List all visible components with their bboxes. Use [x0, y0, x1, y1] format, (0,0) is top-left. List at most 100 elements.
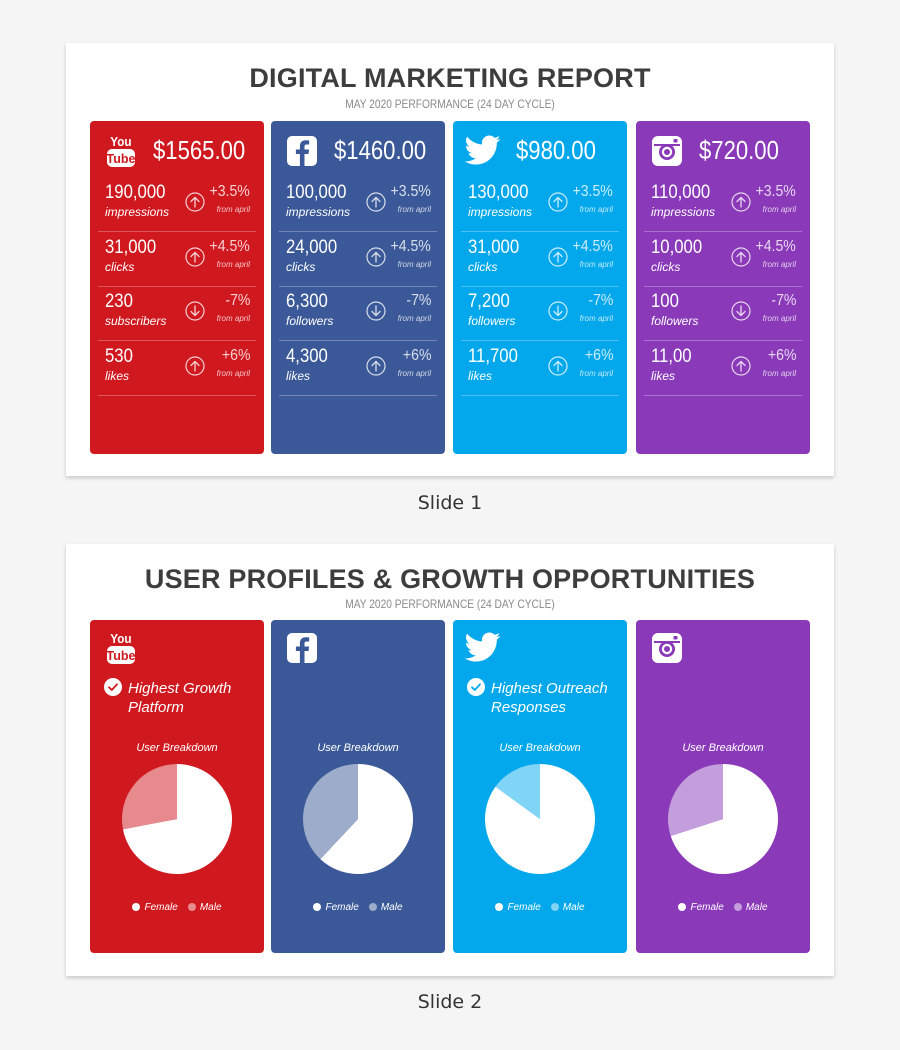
- youtube-logo: You Tube: [104, 630, 138, 666]
- arrow-up-icon: [366, 355, 386, 376]
- metric-label: clicks: [651, 259, 681, 274]
- legend-swatch-male: [550, 903, 559, 911]
- metric-change-note: from april: [762, 368, 796, 378]
- profile-card-twitter: Highest Outreach Responses User Breakdown…: [453, 620, 627, 953]
- metric-change-note: from april: [216, 259, 250, 269]
- legend-item-male: Male: [368, 902, 403, 913]
- pie-legend: Female Male: [271, 902, 445, 913]
- user-breakdown-label: User Breakdown: [136, 742, 218, 754]
- metric-value: 31,000: [468, 236, 520, 258]
- legend-item-female: Female: [495, 902, 541, 913]
- profile-card-facebook: User Breakdown Female Male: [271, 620, 445, 953]
- pie-legend: Female Male: [636, 902, 810, 913]
- metric-label: subscribers: [105, 314, 167, 328]
- metric-value: 100,000: [286, 182, 347, 203]
- metric-change: -7%: [405, 292, 431, 309]
- arrow-up-icon: [185, 246, 205, 267]
- legend-item-female: Female: [678, 902, 724, 913]
- slide-1-caption: Slide 1: [417, 492, 483, 514]
- pie-legend: Female Male: [90, 902, 264, 913]
- pie-slice-female: [122, 764, 232, 874]
- platform-card-twitter: $980.00 130,000 impressions +3.5% from april…: [453, 121, 627, 454]
- user-breakdown-label: User Breakdown: [317, 742, 399, 754]
- arrow-down-icon: [731, 301, 751, 321]
- user-breakdown-label: User Breakdown: [682, 742, 764, 754]
- pie-slice-female: [320, 764, 413, 874]
- legend-label: Female: [325, 902, 359, 913]
- metric-change: +6%: [221, 346, 250, 364]
- instagram-camera-icon: [650, 630, 684, 666]
- metric-change: +3.5%: [572, 183, 613, 200]
- youtube-logo-tube: Tube: [107, 649, 136, 663]
- metric-change: +3.5%: [390, 183, 431, 200]
- metric-value: 530: [105, 345, 133, 367]
- youtube-logo-you: You: [110, 134, 131, 149]
- youtube-logo-tube: Tube: [107, 152, 136, 166]
- user-breakdown-pie-chart: [122, 764, 232, 874]
- metric-label: clicks: [105, 259, 135, 274]
- slide-1: DIGITAL MARKETING REPORT MAY 2020 PERFOR…: [66, 43, 834, 476]
- metric-value: 100: [651, 291, 679, 312]
- legend-label: Male: [562, 902, 585, 913]
- profile-card-instagram: User Breakdown Female Male: [636, 620, 810, 953]
- metric-label: likes: [105, 368, 130, 383]
- metric-row: 100 followers -7% from april: [644, 286, 802, 341]
- metric-change: +4.5%: [209, 237, 250, 255]
- legend-label: Male: [199, 902, 222, 913]
- highlight-badge-text: Highest Outreach Responses: [491, 680, 608, 716]
- slide-2-title: USER PROFILES & GROWTH OPPORTUNITIES: [144, 564, 756, 594]
- metric-change-note: from april: [762, 205, 796, 214]
- pie-slice-male: [495, 764, 540, 819]
- metric-row: 10,000 clicks +4.5% from april: [644, 232, 802, 287]
- metric-change-note: from april: [397, 259, 431, 269]
- metric-label: impressions: [651, 205, 716, 219]
- legend-swatch-female: [132, 903, 141, 911]
- youtube-logo-you: You: [110, 631, 131, 646]
- metric-change: +4.5%: [755, 237, 796, 255]
- metric-change-note: from april: [216, 205, 250, 214]
- metric-row: 31,000 clicks +4.5% from april: [461, 232, 619, 287]
- metric-change: +6%: [767, 346, 796, 364]
- user-breakdown-pie-chart: [485, 764, 595, 874]
- metric-value: 11,00: [651, 345, 692, 367]
- metric-change-note: from april: [762, 314, 796, 323]
- metric-label: likes: [651, 368, 676, 383]
- arrow-up-icon: [731, 192, 751, 212]
- arrow-up-icon: [548, 192, 568, 212]
- metric-change: +4.5%: [572, 237, 613, 255]
- metric-value: 7,200: [468, 291, 510, 312]
- legend-item-male: Male: [187, 902, 222, 913]
- metric-change: +3.5%: [755, 183, 796, 200]
- arrow-up-icon: [731, 355, 751, 376]
- metric-value: 190,000: [105, 182, 166, 203]
- platform-card-facebook: $1460.00 100,000 impressions +3.5% from apri…: [271, 121, 445, 454]
- metric-label: likes: [286, 368, 311, 383]
- legend-label: Male: [745, 902, 768, 913]
- legend-swatch-female: [313, 903, 322, 911]
- legend-label: Male: [380, 902, 403, 913]
- metric-value: 230: [105, 291, 133, 312]
- metric-value: 24,000: [286, 236, 338, 258]
- metric-label: followers: [468, 314, 516, 328]
- metric-row: 130,000 impressions +3.5% from april: [461, 177, 619, 232]
- user-breakdown-pie-chart: [303, 764, 413, 874]
- user-breakdown-label: User Breakdown: [499, 742, 581, 754]
- facebook-icon: [285, 630, 319, 666]
- metric-label: followers: [651, 314, 699, 328]
- metric-change-note: from april: [216, 314, 250, 323]
- metric-label: clicks: [286, 259, 316, 274]
- metric-change: -7%: [587, 292, 613, 309]
- metric-change-note: from april: [397, 314, 431, 323]
- metric-row: 6,300 followers -7% from april: [279, 286, 437, 341]
- arrow-up-icon: [366, 192, 386, 212]
- arrow-down-icon: [185, 301, 205, 321]
- metric-change-note: from april: [579, 205, 613, 214]
- legend-item-female: Female: [132, 902, 178, 913]
- metric-label: likes: [468, 368, 493, 383]
- platform-card-youtube: You Tube $1565.00 190,000 impressions +3.5%…: [90, 121, 264, 454]
- metric-change: +4.5%: [390, 237, 431, 255]
- pie-slice-male: [668, 764, 723, 836]
- metric-change: +6%: [402, 346, 431, 364]
- metric-label: followers: [286, 314, 334, 328]
- pie-legend: Female Male: [453, 902, 627, 913]
